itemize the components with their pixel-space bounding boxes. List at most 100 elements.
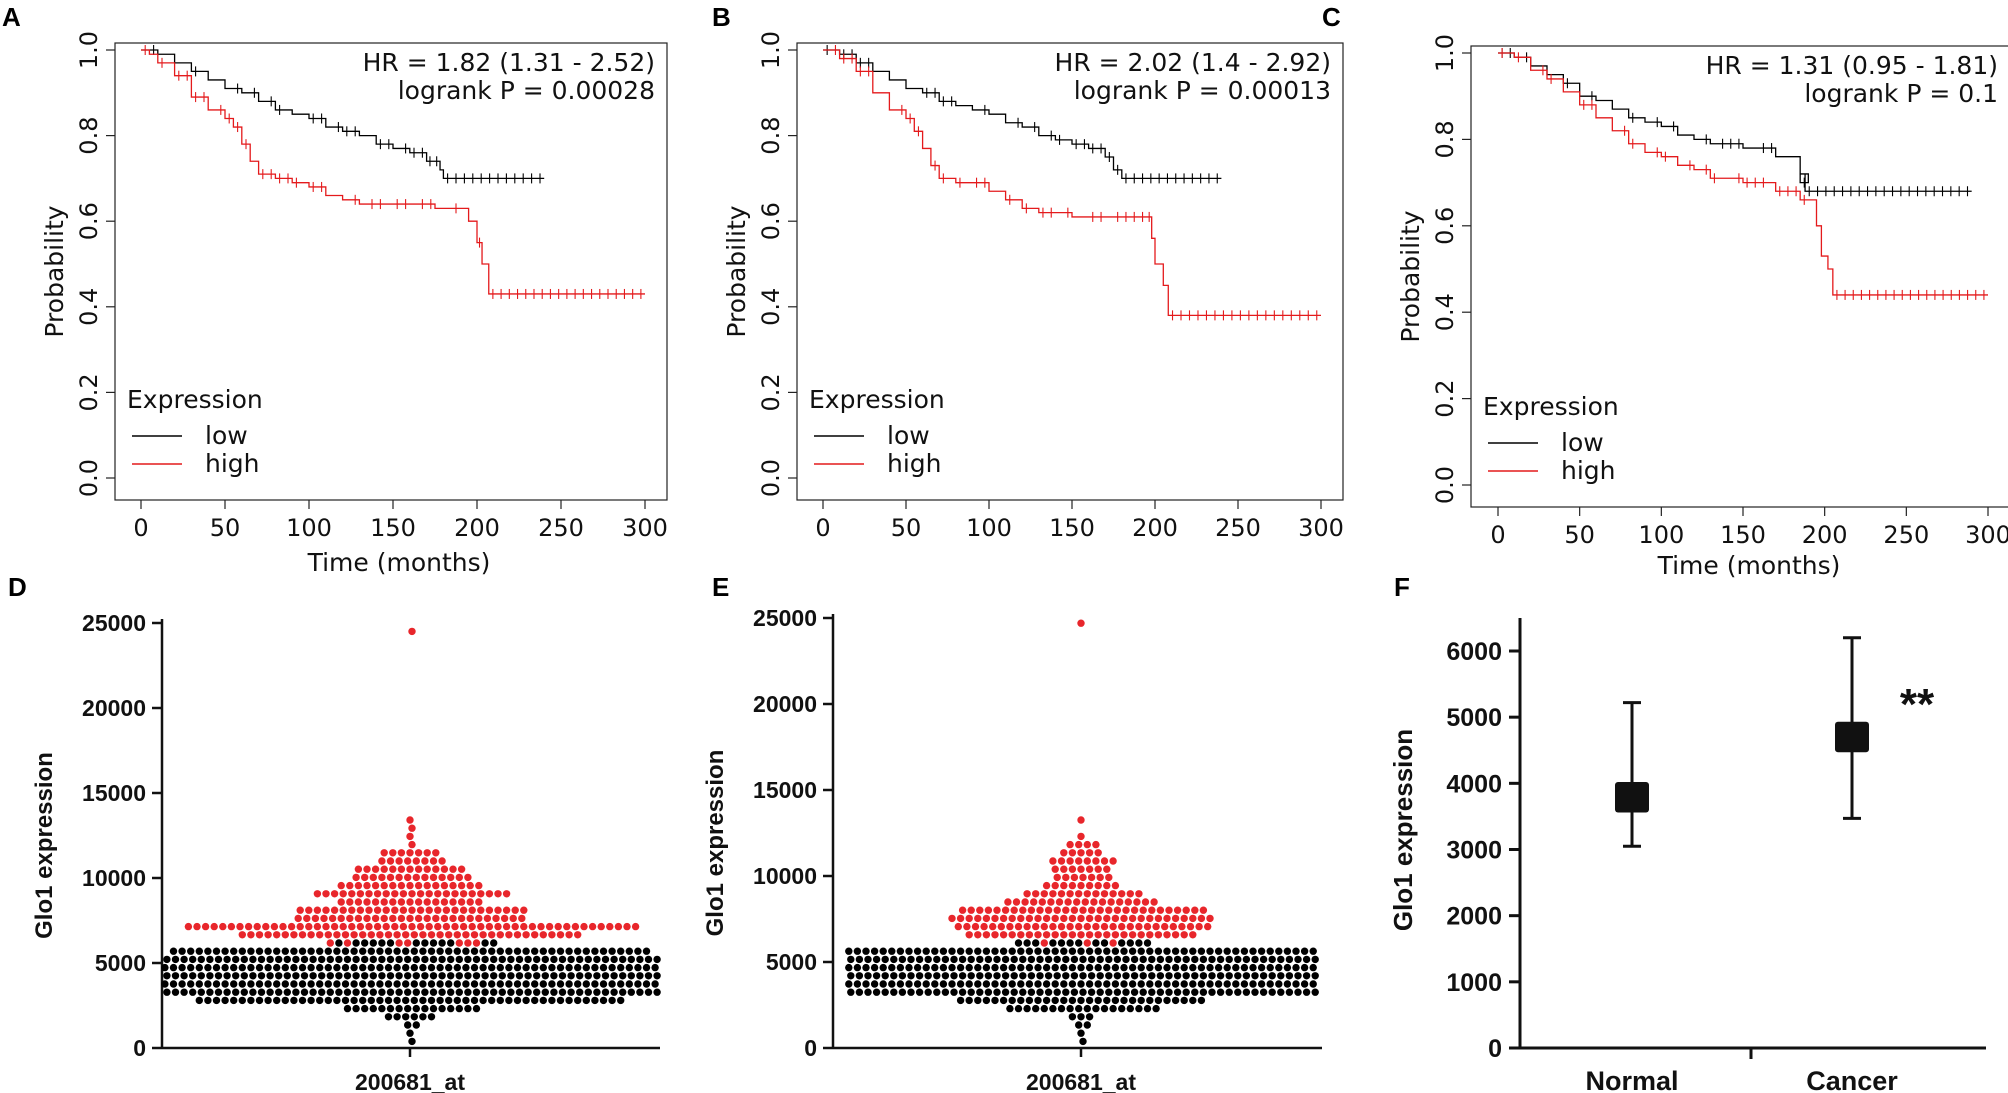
data-point-low [1051, 980, 1059, 988]
data-point-high [965, 914, 973, 923]
data-point-high [1051, 914, 1059, 923]
data-point-low [1163, 963, 1171, 972]
hazard-ratio-label: HR = 2.02 (1.4 - 2.92) [1055, 48, 1331, 77]
data-point-low [359, 996, 367, 1005]
y-tick-label: 25000 [753, 605, 817, 631]
data-point-high [380, 849, 388, 857]
data-point-low [1154, 980, 1163, 988]
data-point-low [335, 955, 343, 964]
data-point-high [419, 931, 427, 939]
data-point-high [1083, 857, 1092, 865]
data-point-low [281, 947, 289, 955]
data-point-low [1214, 980, 1223, 988]
data-point-low [1085, 980, 1094, 988]
data-point-low [230, 963, 238, 972]
data-point-low [273, 963, 281, 972]
data-point-high [386, 873, 395, 882]
data-point-low [1285, 988, 1294, 996]
data-point-high [993, 906, 1001, 914]
data-point-low [1068, 963, 1077, 972]
data-point-low [161, 963, 169, 972]
data-point-low [550, 972, 558, 980]
data-point-low [651, 980, 659, 988]
data-point-high [337, 898, 345, 906]
data-point-high [307, 931, 315, 939]
data-point-low [965, 980, 973, 988]
data-point-low [404, 988, 412, 996]
data-point-low [455, 1004, 463, 1013]
data-point-low [567, 955, 575, 964]
data-point-high [1062, 906, 1070, 914]
data-point-low [1079, 955, 1087, 964]
data-point-low [1225, 988, 1233, 996]
data-point-high [1094, 881, 1102, 890]
data-point-low [298, 980, 307, 988]
data-point-low [1094, 963, 1102, 972]
data-point-low [376, 980, 384, 988]
y-tick-label: 6000 [1446, 638, 1502, 666]
data-point-low [384, 996, 393, 1005]
data-point-high [502, 906, 511, 914]
data-point-low [931, 980, 939, 988]
data-point-high [354, 881, 363, 890]
data-point-high [432, 898, 440, 906]
data-point-low [617, 980, 625, 988]
data-point-high [1141, 898, 1150, 906]
data-point-low [1077, 996, 1085, 1005]
data-point-low [410, 980, 418, 988]
data-point-low [496, 996, 504, 1005]
data-point-high [423, 881, 431, 890]
data-point-low [290, 963, 298, 972]
y-tick-label: 0.0 [1431, 466, 1459, 504]
x-tick-label: 50 [1564, 521, 1595, 549]
data-point-low [1062, 972, 1070, 980]
data-point-low [1042, 980, 1051, 988]
data-point-low [462, 947, 470, 955]
y-tick-label: 0.0 [757, 459, 785, 497]
data-point-high [410, 931, 418, 939]
data-point-low [1079, 972, 1087, 980]
data-point-low [847, 972, 855, 980]
data-point-low [247, 963, 255, 972]
data-point-low [890, 988, 898, 996]
data-point-low [1025, 996, 1034, 1005]
data-point-low [335, 972, 343, 980]
data-point-high [356, 906, 365, 914]
data-point-low [455, 955, 463, 964]
data-point-low [1302, 955, 1311, 964]
data-point-low [378, 988, 386, 996]
data-point-low [281, 996, 289, 1005]
data-point-high [1182, 906, 1190, 914]
data-point-low [898, 972, 907, 980]
data-point-low [195, 996, 203, 1005]
data-point-high [350, 931, 358, 939]
x-tick-label: 200 [1802, 521, 1848, 549]
data-point-high [1191, 906, 1199, 914]
data-point-high [395, 939, 403, 947]
data-point-low [847, 988, 855, 996]
data-point-high [511, 922, 519, 931]
data-point-low [447, 988, 455, 996]
legend-label-high: high [205, 449, 260, 478]
data-point-low [524, 972, 532, 980]
data-point-high [313, 922, 322, 931]
data-point-high [438, 873, 446, 882]
data-point-low [429, 988, 438, 996]
data-point-high [404, 939, 412, 947]
data-point-low [1051, 947, 1059, 955]
x-tick-label: 150 [1049, 514, 1095, 542]
data-point-low [324, 947, 332, 955]
data-point-low [393, 980, 401, 988]
data-point-low [513, 963, 522, 972]
data-point-high [382, 890, 390, 898]
data-point-high [406, 881, 414, 890]
data-point-low [1283, 980, 1292, 988]
data-point-low [967, 988, 975, 996]
data-point-low [1214, 947, 1223, 955]
data-point-high [440, 898, 449, 906]
data-point-low [845, 947, 853, 955]
data-point-low [369, 988, 377, 996]
data-point-low [974, 980, 982, 988]
data-point-low [1130, 972, 1139, 980]
data-point-low [627, 988, 635, 996]
